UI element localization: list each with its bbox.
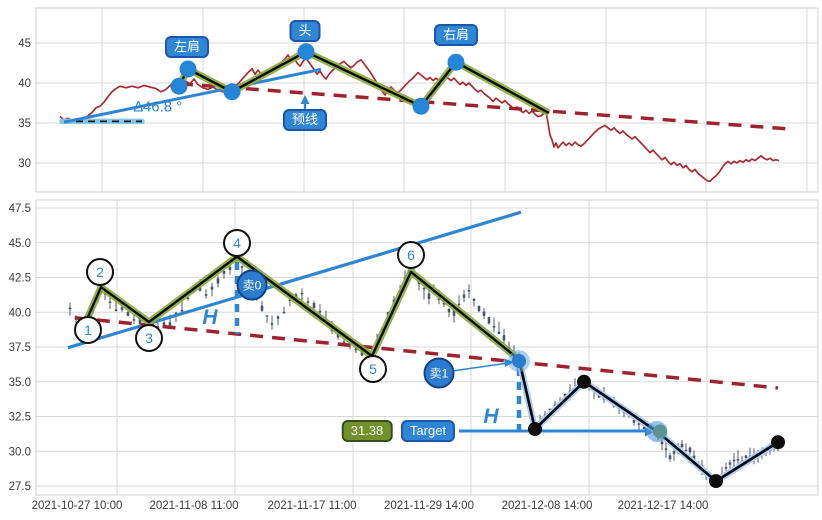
y-tick-label: 45.0 — [9, 238, 31, 250]
price-line — [59, 54, 780, 183]
y-tick-label: 37.5 — [9, 342, 31, 354]
height-h1-annotation: H — [202, 306, 218, 329]
sell0-badge: 卖0 — [236, 269, 268, 301]
swing-point-dot — [528, 422, 542, 436]
y-tick-label: 35 — [18, 118, 31, 130]
y-tick-label: 35.0 — [9, 377, 31, 389]
pivot-6-marker: 6 — [397, 241, 425, 269]
swing-point-dot — [771, 435, 785, 450]
post-breakdown-zigzag — [517, 359, 779, 483]
x-tick-label: 2021-12-17 14:00 — [618, 500, 709, 512]
y-tick-label: 40.0 — [9, 307, 31, 319]
top-panel-plot-area[interactable] — [35, 7, 819, 193]
rising-trendline-top — [63, 67, 322, 124]
pivot-1-marker: 1 — [74, 316, 102, 344]
x-tick-label: 2021-10-27 10:00 — [32, 500, 123, 512]
angle-annotation: ∆46.8 ° — [133, 98, 183, 116]
y-tick-label: 30 — [18, 158, 31, 170]
target-hit-marker — [646, 421, 668, 442]
pattern-point-dot — [179, 60, 197, 78]
pivot-3-marker: 3 — [135, 324, 163, 352]
neckline-label: 预线 — [282, 109, 328, 131]
x-tick-labels: 2021-10-27 10:00 2021-11-08 11:00 2021-11-… — [32, 500, 709, 512]
y-tick-label: 45 — [18, 38, 31, 50]
pattern-point-dot — [447, 53, 465, 71]
x-tick-label: 2021-12-08 14:00 — [502, 500, 593, 512]
x-tick-label: 2021-11-17 11:00 — [267, 500, 356, 512]
neckline-dashed-top — [179, 82, 791, 131]
bottom-panel-plot-area[interactable] — [35, 199, 819, 496]
target-price-label: 31.38 — [341, 420, 393, 442]
sell1-arrow-line — [451, 362, 506, 372]
y-tick-label: 47.5 — [9, 203, 31, 215]
top-panel-y-tick-labels: 45 40 35 30 — [18, 38, 31, 170]
bottom-panel-grid — [35, 199, 819, 496]
post-breakdown-zigzag-glow — [515, 358, 780, 485]
left-shoulder-label: 左肩 — [164, 36, 210, 58]
pattern-point-dot — [223, 83, 241, 101]
right-shoulder-label: 右肩 — [433, 24, 479, 46]
target-label: Target — [400, 420, 456, 442]
pivot-2-marker: 2 — [86, 258, 114, 286]
y-tick-label: 40 — [18, 78, 31, 90]
breakdown-marker — [512, 354, 526, 368]
sell1-arrow-head — [504, 358, 514, 367]
sell1-badge: 卖1 — [423, 357, 455, 389]
bottom-panel-y-tick-labels: 47.5 45.0 42.5 40.0 37.5 35.0 32.5 30.0 27.5 — [9, 203, 31, 493]
pattern-point-dot — [297, 43, 315, 61]
neckline-dashed-bottom — [74, 316, 779, 390]
x-tick-label: 2021-11-29 14:00 — [384, 500, 474, 512]
y-tick-label: 42.5 — [9, 273, 31, 285]
swing-point-dot — [577, 374, 591, 389]
pattern-point-dot — [170, 77, 188, 95]
y-tick-label: 27.5 — [9, 481, 31, 493]
pivot-5-marker: 5 — [359, 355, 387, 383]
neckline-arrow-head — [300, 95, 310, 104]
head-label: 头 — [289, 20, 321, 42]
y-tick-label: 32.5 — [9, 412, 31, 424]
pivot-4-marker: 4 — [223, 229, 251, 257]
rising-trendline-bottom — [67, 210, 522, 350]
x-tick-label: 2021-11-08 11:00 — [149, 500, 238, 512]
swing-point-dot — [709, 474, 723, 489]
y-tick-label: 30.0 — [9, 446, 31, 458]
height-h2-annotation: H — [483, 405, 499, 428]
pattern-point-dot — [412, 97, 430, 115]
